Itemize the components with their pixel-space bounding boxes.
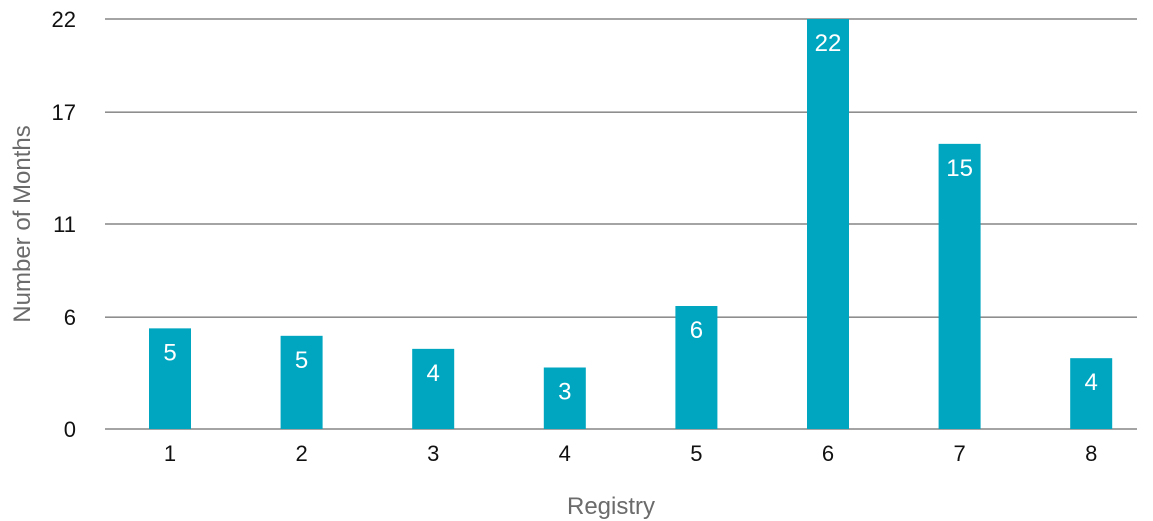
bars: [149, 19, 1113, 429]
bar-data-label: 5: [295, 347, 308, 374]
bar-data-label: 5: [163, 339, 176, 366]
bar: [1070, 358, 1113, 429]
bar: [543, 367, 586, 429]
x-tick-label: 7: [953, 441, 965, 466]
x-tick-label: 1: [164, 441, 176, 466]
y-axis-title: Number of Months: [9, 125, 36, 322]
y-tick-label: 0: [64, 417, 76, 442]
x-axis-title: Registry: [567, 493, 655, 520]
bar-data-label: 15: [946, 155, 973, 182]
bar-data-label: 4: [427, 360, 440, 387]
bar-data-label: 22: [815, 30, 842, 57]
y-axis-ticks: 0 6 11 17 22: [52, 7, 76, 442]
bar-data-label: 4: [1085, 369, 1098, 396]
x-tick-label: 2: [295, 441, 307, 466]
bar: [675, 306, 718, 429]
bar-data-labels: 5 5 4 3 6 22 15 4: [163, 30, 1098, 406]
x-axis-ticks: 1 2 3 4 5 6 7 8: [164, 441, 1097, 466]
bar: [412, 348, 455, 429]
x-tick-label: 6: [822, 441, 834, 466]
y-tick-label: 11: [53, 212, 76, 237]
x-tick-label: 5: [690, 441, 702, 466]
y-tick-label: 6: [64, 305, 76, 330]
x-tick-label: 3: [427, 441, 439, 466]
bar: [149, 328, 191, 429]
y-tick-label: 22: [52, 7, 76, 32]
gridlines: [105, 18, 1137, 430]
bar: [807, 19, 849, 429]
x-tick-label: 4: [559, 441, 571, 466]
bar-data-label: 6: [690, 317, 703, 344]
y-tick-label: 17: [52, 100, 76, 125]
bar: [280, 335, 323, 429]
x-tick-label: 8: [1085, 441, 1097, 466]
bar: [938, 143, 981, 429]
bar-data-label: 3: [558, 379, 571, 406]
